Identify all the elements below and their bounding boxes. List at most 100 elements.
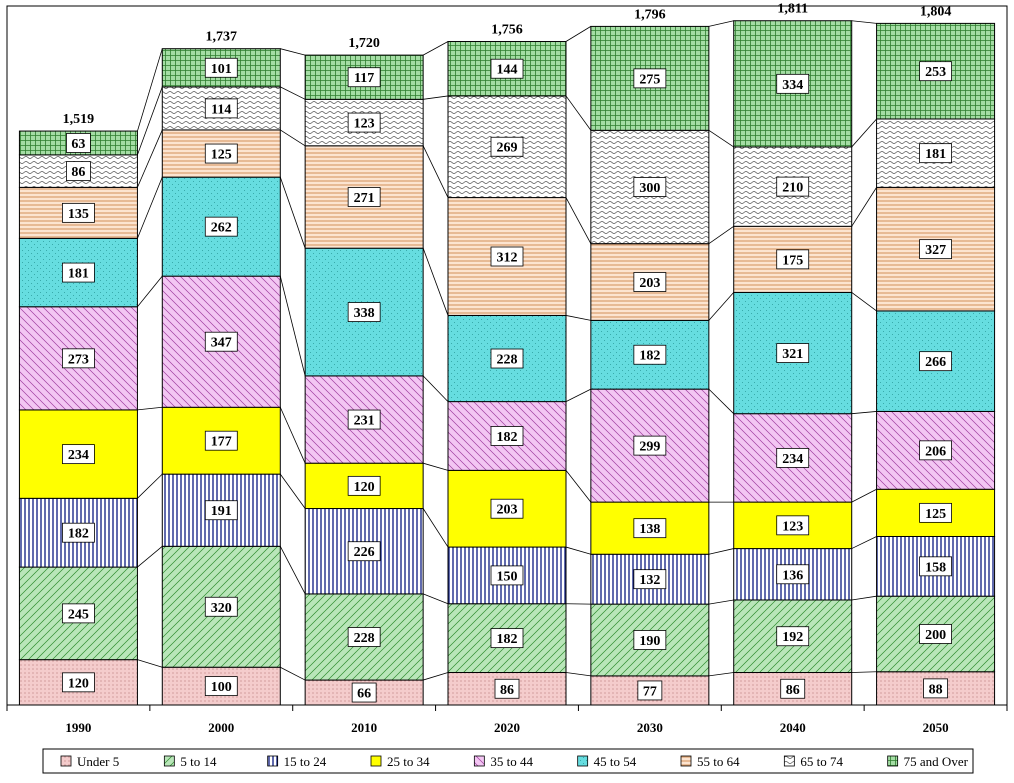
value-label: 66 [357, 687, 371, 702]
total-label-1990: 1,519 [63, 112, 95, 127]
legend-label-15-to-24: 15 to 24 [284, 754, 327, 769]
connector-line [566, 470, 591, 502]
connector-line [137, 546, 162, 567]
connector-line [280, 87, 305, 99]
connector-line [280, 546, 305, 594]
connector-line [566, 547, 591, 554]
connector-line [566, 389, 591, 401]
total-label-2020: 1,756 [491, 23, 523, 38]
value-label: 192 [782, 630, 803, 645]
value-label: 266 [925, 355, 946, 370]
legend-swatch-5-to-14 [164, 756, 174, 766]
value-label: 203 [497, 503, 518, 518]
value-label: 182 [497, 632, 518, 647]
value-label: 123 [354, 117, 375, 132]
x-tick-label-2000: 2000 [208, 720, 234, 735]
connector-line [709, 600, 734, 604]
value-label: 245 [68, 607, 89, 622]
legend-swatch-45-to-54 [578, 756, 588, 766]
connector-line [566, 315, 591, 320]
x-tick-label-2010: 2010 [351, 720, 377, 735]
connector-line [852, 672, 877, 673]
connector-line [709, 226, 734, 243]
legend-swatch-75-and-over [888, 756, 898, 766]
total-label-2040: 1,811 [777, 2, 808, 17]
value-label: 63 [71, 137, 85, 152]
value-label: 101 [211, 62, 232, 77]
x-tick-label-2050: 2050 [923, 720, 949, 735]
legend-label-75-and-over: 75 and Over [904, 754, 969, 769]
value-label: 269 [497, 141, 518, 156]
connector-line [423, 248, 448, 315]
value-label: 125 [925, 507, 946, 522]
total-label-2050: 1,804 [920, 4, 952, 19]
legend-swatch-25-to-34 [371, 756, 381, 766]
connector-line [137, 177, 162, 238]
value-label: 135 [68, 207, 89, 222]
connector-line [566, 26, 591, 41]
legend-label-35-to-44: 35 to 44 [490, 754, 533, 769]
value-label: 273 [68, 352, 89, 367]
connector-line [137, 660, 162, 668]
value-label: 144 [497, 63, 518, 78]
legend-label-5-to-14: 5 to 14 [180, 754, 217, 769]
total-label-2030: 1,796 [634, 7, 666, 22]
connector-line [852, 411, 877, 413]
value-label: 182 [497, 430, 518, 445]
connector-line [137, 276, 162, 307]
value-label: 158 [925, 560, 946, 575]
connector-line [137, 87, 162, 155]
connector-line [566, 96, 591, 130]
connector-line [852, 21, 877, 24]
connector-line [709, 130, 734, 147]
value-label: 86 [71, 165, 85, 180]
connector-line [709, 673, 734, 676]
connector-line [852, 536, 877, 548]
connector-line [709, 389, 734, 414]
connector-line [423, 96, 448, 99]
value-label: 150 [497, 569, 518, 584]
value-label: 234 [782, 452, 803, 467]
legend-swatch-under-5 [61, 756, 71, 766]
value-label: 86 [500, 683, 514, 698]
x-tick-label-2020: 2020 [494, 720, 520, 735]
connector-line [280, 177, 305, 248]
connector-line [852, 489, 877, 502]
connector-line [852, 292, 877, 311]
value-label: 226 [354, 545, 375, 560]
connector-line [280, 667, 305, 680]
legend-label-55-to-64: 55 to 64 [697, 754, 740, 769]
value-label: 182 [639, 349, 660, 364]
value-label: 275 [639, 72, 660, 87]
value-label: 191 [211, 504, 232, 519]
value-label: 120 [354, 480, 375, 495]
connector-line [280, 49, 305, 55]
x-tick-label-2030: 2030 [637, 720, 663, 735]
value-label: 234 [68, 448, 89, 463]
connector-line [423, 376, 448, 402]
value-label: 321 [782, 347, 803, 362]
connector-line [137, 474, 162, 498]
value-label: 271 [354, 191, 375, 206]
value-label: 347 [211, 336, 232, 351]
connector-line [137, 130, 162, 187]
x-tick-label-2040: 2040 [780, 720, 806, 735]
value-label: 299 [639, 440, 660, 455]
value-label: 231 [354, 414, 375, 429]
legend-swatch-35-to-44 [474, 756, 484, 766]
legend-label-45-to-54: 45 to 54 [594, 754, 637, 769]
connector-line [280, 474, 305, 508]
value-label: 312 [497, 251, 518, 266]
value-label: 320 [211, 601, 232, 616]
connector-line [423, 42, 448, 56]
value-label: 175 [782, 253, 803, 268]
value-label: 200 [925, 628, 946, 643]
connector-line [852, 596, 877, 600]
value-label: 114 [211, 102, 231, 117]
total-label-2010: 1,720 [348, 36, 380, 51]
value-label: 300 [639, 181, 660, 196]
value-label: 125 [211, 148, 232, 163]
value-label: 181 [68, 267, 89, 282]
